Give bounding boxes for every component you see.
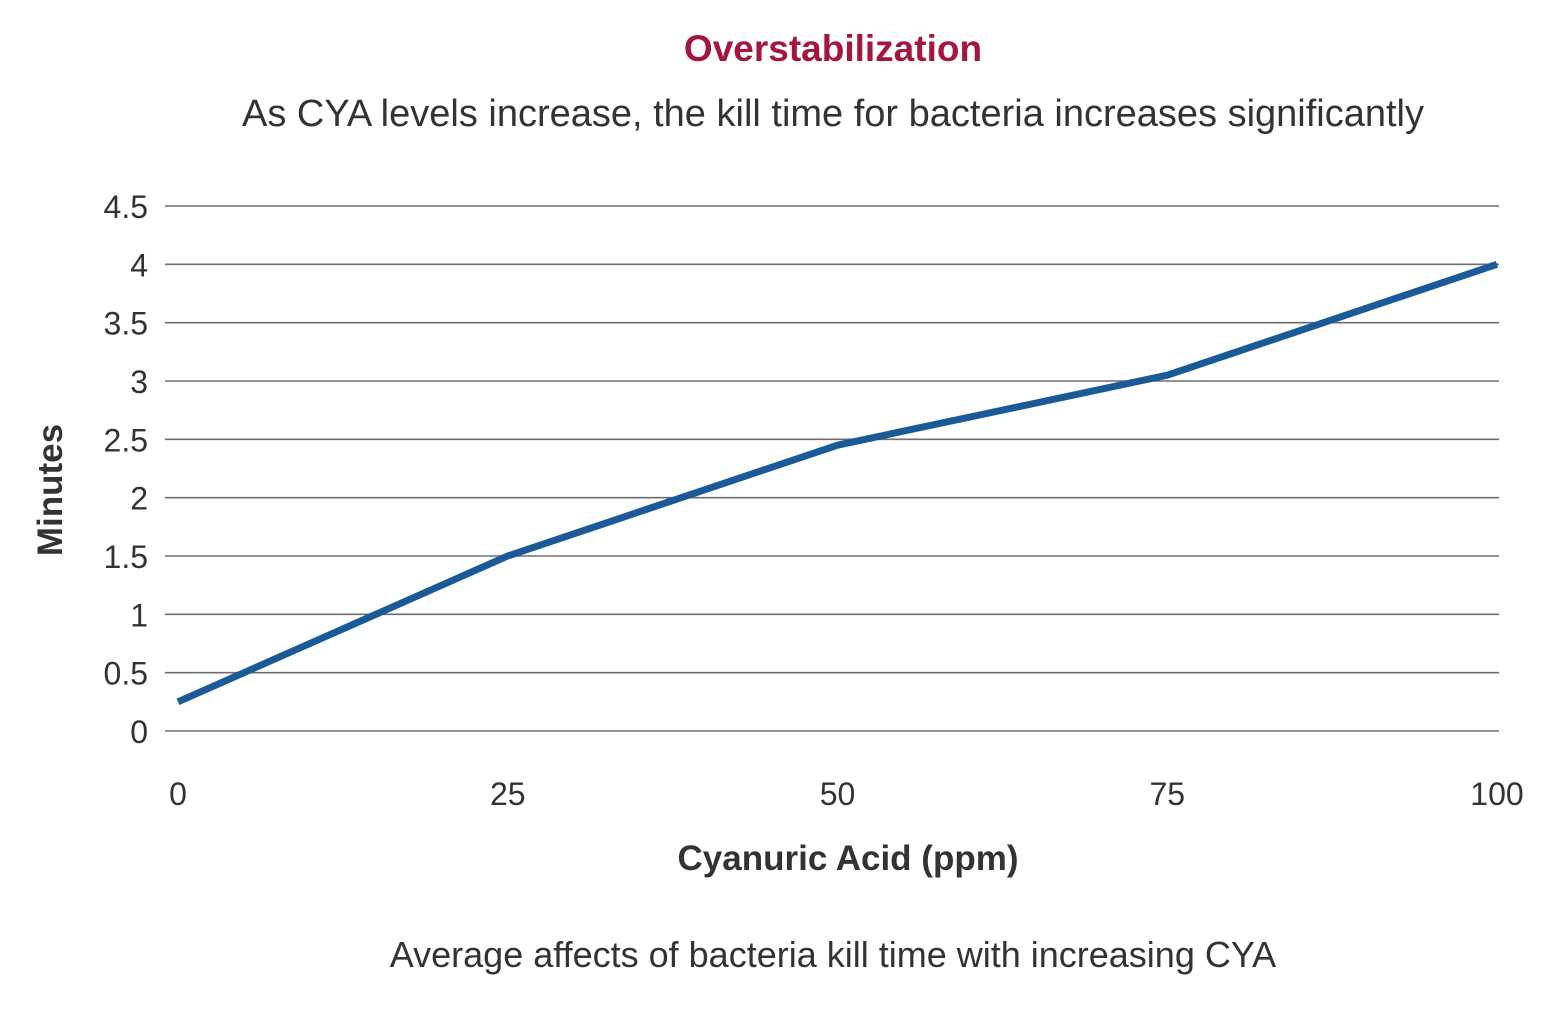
- y-tick-label: 0.5: [104, 656, 148, 692]
- x-tick-label: 25: [490, 776, 526, 812]
- x-tick-label: 75: [1149, 776, 1185, 812]
- x-tick-label: 100: [1470, 776, 1523, 812]
- y-tick-label: 2.5: [104, 422, 148, 458]
- chart-subtitle: As CYA levels increase, the kill time fo…: [241, 93, 1424, 135]
- series-line: [176, 261, 1499, 706]
- y-tick-label: 2: [130, 481, 148, 517]
- x-axis-label: Cyanuric Acid (ppm): [678, 839, 1019, 878]
- x-tick-label: 0: [169, 776, 187, 812]
- y-tick-label: 3: [130, 364, 148, 400]
- y-tick-label: 1: [130, 597, 148, 633]
- y-tick-label: 1.5: [104, 539, 148, 575]
- y-tick-label: 3.5: [104, 306, 148, 342]
- chart-caption: Average affects of bacteria kill time wi…: [389, 934, 1277, 975]
- y-axis-label: Minutes: [31, 424, 70, 556]
- x-tick-label: 50: [820, 776, 856, 812]
- chart-title: Overstabilization: [683, 28, 983, 69]
- y-tick-label: 4.5: [104, 189, 148, 225]
- y-tick-label: 4: [130, 247, 148, 283]
- y-tick-label: 0: [130, 714, 148, 750]
